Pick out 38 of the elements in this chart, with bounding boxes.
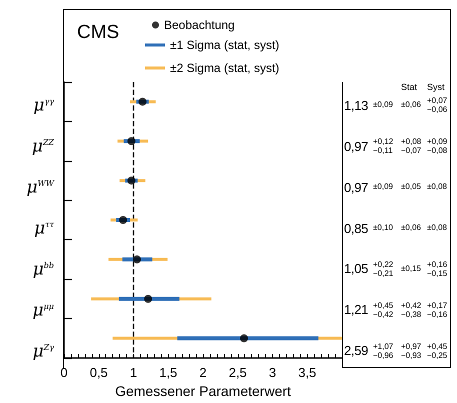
text: 0,97	[344, 180, 368, 195]
y-tick-label: μ$^{μμ}$	[32, 299, 54, 320]
text: 1,05	[344, 261, 368, 276]
legend-label: ±2 Sigma (stat, syst)	[170, 61, 280, 75]
text: ±0,08	[427, 182, 447, 192]
y-tick-label: μ$^{WW}$	[26, 176, 54, 198]
text: 0,85	[344, 220, 368, 236]
x-tick-label: 3	[268, 365, 276, 380]
y-tick-label: μ$^{Zγ}$	[32, 340, 54, 362]
text: ±0,10	[373, 223, 393, 232]
text: 2,59	[344, 343, 368, 358]
text: Syst	[427, 82, 445, 92]
x-tick-label: 0,5	[90, 365, 108, 380]
x-tick-label: 1	[130, 365, 138, 380]
legend-label: ±1 Sigma (stat, syst)	[170, 38, 280, 52]
text: 1,13	[344, 98, 368, 113]
y-tick-label: μ$^{bb}$	[32, 258, 54, 280]
text: ±0,09	[373, 100, 393, 110]
x-tick-label: 0	[60, 365, 68, 380]
text: Stat	[401, 82, 418, 92]
text: ±0,09	[373, 182, 393, 192]
text: ±0,08	[427, 223, 447, 232]
text: ±0,15	[401, 264, 421, 273]
x-tick-label: 2	[199, 365, 207, 380]
text: ±0,06	[401, 223, 421, 232]
text: ±0,05	[401, 182, 421, 192]
legend-label: Beobachtung	[164, 18, 235, 32]
x-axis-title: Gemessener Parameterwert	[115, 383, 292, 399]
chart-title: CMS	[77, 22, 120, 43]
y-tick-label: μ$^{ττ}$	[34, 218, 54, 239]
text: ±0,06	[401, 100, 421, 110]
x-tick-label: 3,5	[298, 365, 316, 380]
y-tick-label: μ$^{γγ}$	[33, 95, 54, 116]
text: 1,21	[344, 302, 368, 318]
x-tick-label: 1,5	[159, 365, 178, 380]
x-tick-label: 2,5	[228, 365, 247, 380]
text: 0,97	[344, 138, 368, 154]
y-tick-label: μ$^{ZZ}$	[32, 136, 54, 157]
